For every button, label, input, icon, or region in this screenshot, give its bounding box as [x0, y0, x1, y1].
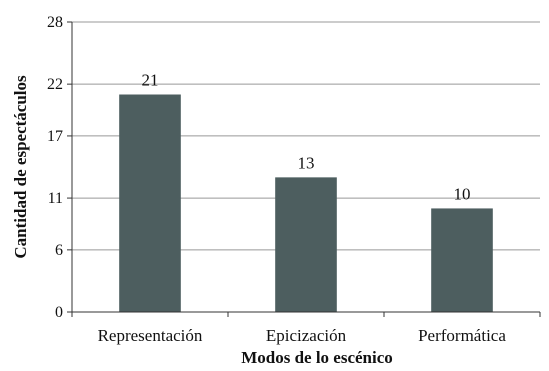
x-tick-labels: Representación Epicización Performática — [98, 326, 507, 345]
data-labels: 21 13 10 — [142, 71, 471, 204]
y-axis-title: Cantidad de espectáculos — [11, 75, 30, 259]
y-tick-label: 11 — [48, 190, 63, 207]
y-tick-label: 22 — [47, 76, 63, 93]
y-tick-label: 6 — [55, 242, 63, 259]
data-label: 10 — [454, 184, 471, 203]
bar — [275, 177, 337, 312]
bar — [119, 94, 181, 312]
y-tick-labels: 0 6 11 17 22 28 — [47, 14, 63, 321]
y-tick-label: 28 — [47, 14, 63, 31]
y-tick-label: 0 — [55, 304, 63, 321]
y-tick-label: 17 — [47, 128, 63, 145]
bars — [119, 94, 493, 312]
x-tick-label: Performática — [418, 326, 506, 345]
data-label: 21 — [142, 71, 159, 90]
x-tick-label: Representación — [98, 326, 203, 345]
x-axis-title: Modos de lo escénico — [241, 348, 393, 367]
x-tick-label: Epicización — [266, 326, 347, 345]
axes — [67, 21, 541, 317]
data-label: 13 — [298, 153, 315, 172]
bar — [431, 208, 493, 312]
